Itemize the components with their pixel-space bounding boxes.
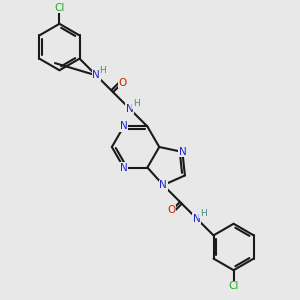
Text: O: O: [167, 206, 175, 215]
Text: H: H: [200, 209, 206, 218]
Text: N: N: [159, 180, 167, 190]
Text: Cl: Cl: [54, 3, 64, 13]
Text: N: N: [120, 122, 128, 131]
Text: H: H: [99, 66, 106, 75]
Text: Cl: Cl: [228, 281, 239, 291]
Text: N: N: [120, 163, 128, 172]
Text: N: N: [178, 147, 186, 157]
Text: N: N: [193, 214, 201, 224]
Text: O: O: [118, 78, 126, 88]
Text: N: N: [126, 104, 134, 114]
Text: H: H: [133, 99, 140, 108]
Text: N: N: [92, 70, 100, 80]
